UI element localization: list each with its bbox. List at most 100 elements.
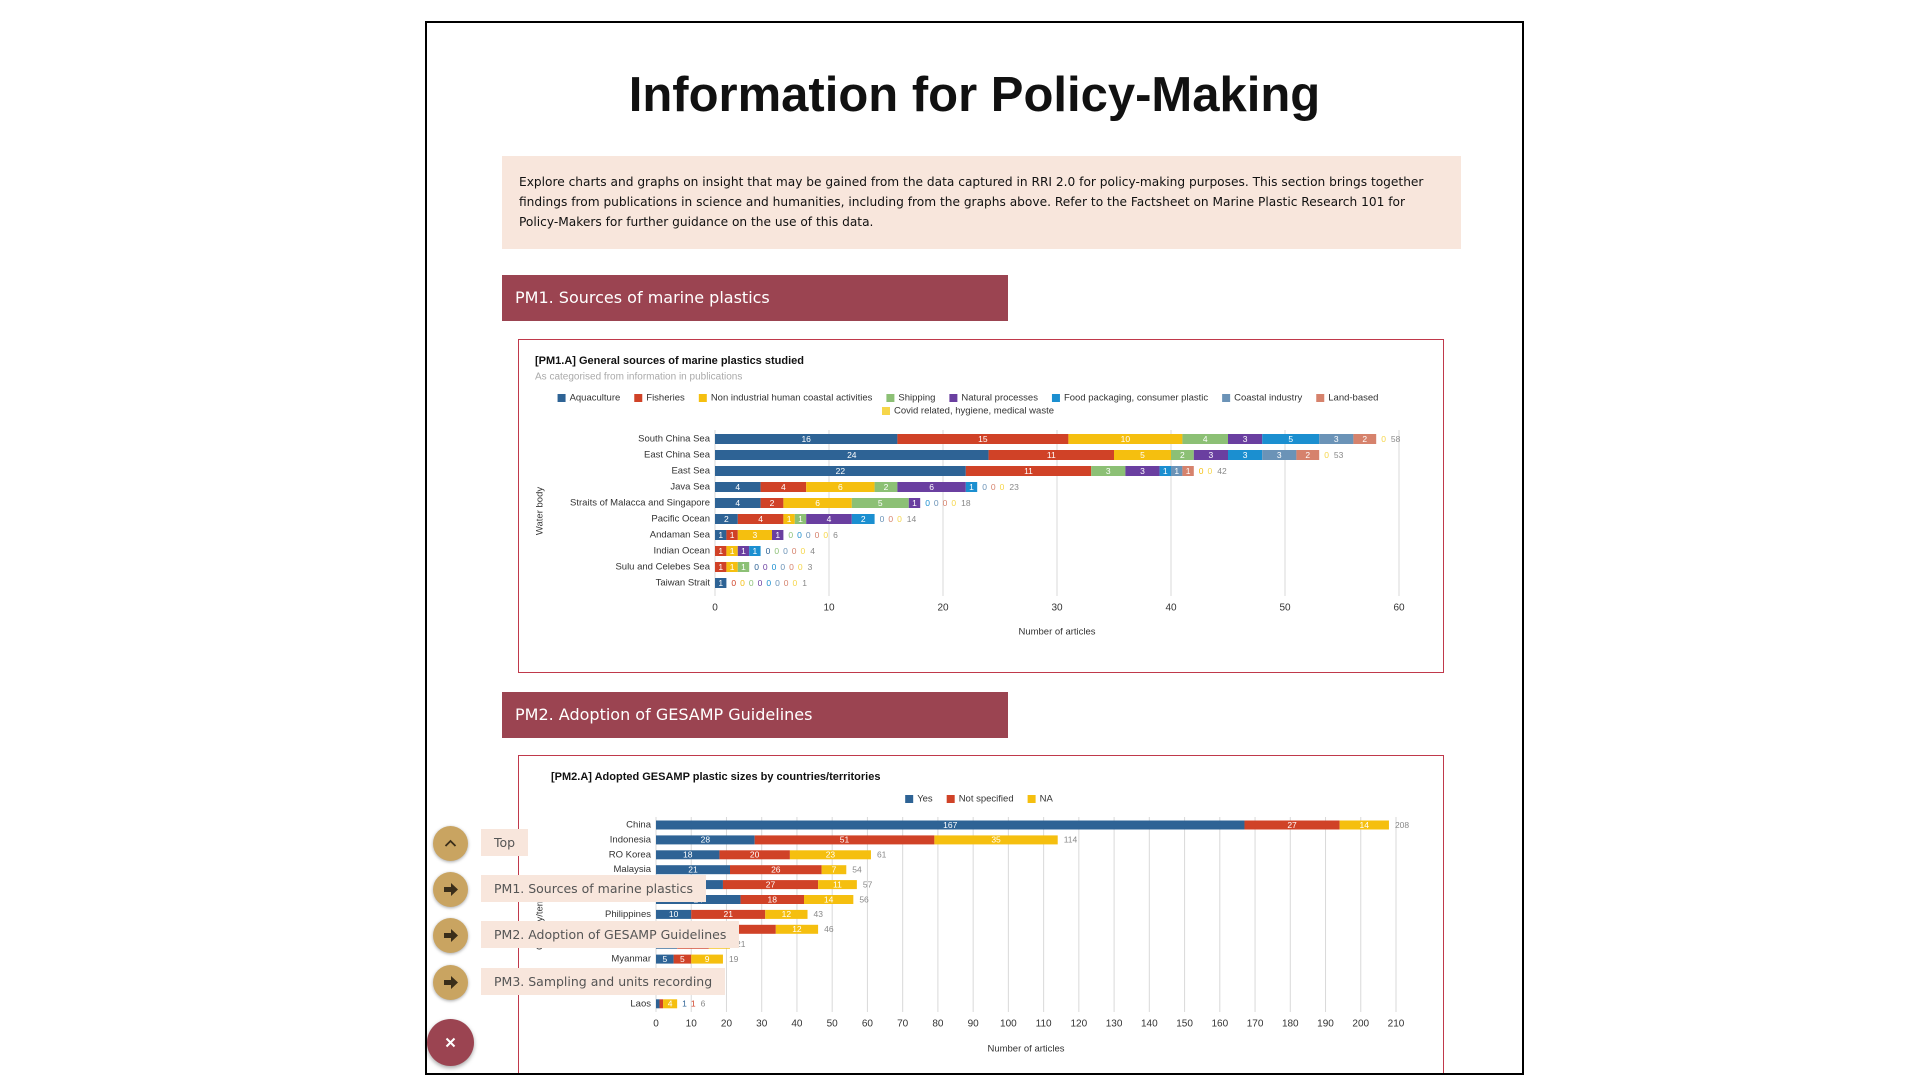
legend-item: Coastal industry [1222, 393, 1302, 404]
category-label: RO Korea [609, 849, 652, 860]
segment-label: 0 [991, 482, 996, 492]
bar-segment [1262, 450, 1297, 460]
bar-segment [726, 530, 738, 540]
segment-label: 14 [824, 894, 834, 904]
bar-segment [760, 482, 807, 492]
category-label: Taiwan Strait [656, 578, 711, 589]
segment-label: 1 [730, 546, 735, 556]
legend-swatch [698, 394, 707, 402]
segment-label: 51 [840, 835, 850, 845]
icon [444, 976, 458, 989]
bar-segment [775, 924, 819, 934]
nav-label[interactable]: PM3. Sampling and units recording [481, 968, 726, 995]
bar-segment [783, 498, 852, 508]
segment-label: 1 [691, 999, 696, 1009]
legend-item: Non industrial human coastal activities [698, 393, 873, 404]
segment-label: 21 [688, 864, 698, 874]
segment-label: 0 [815, 530, 820, 540]
x-tick-label: 140 [1141, 1019, 1158, 1030]
total-label: 54 [852, 864, 862, 874]
legend-label: Yes [917, 794, 933, 805]
bar-segment [1228, 434, 1263, 444]
segment-label: 0 [763, 562, 768, 572]
segment-label: 0 [801, 546, 806, 556]
chart-title: [PM1.A] General sources of marine plasti… [535, 355, 804, 367]
nav-top-button[interactable] [433, 826, 468, 861]
x-tick-label: 50 [827, 1019, 839, 1030]
segment-label: 0 [789, 562, 794, 572]
nav-button[interactable] [433, 872, 468, 907]
segment-label: 4 [758, 514, 763, 524]
total-label: 23 [1009, 482, 1019, 492]
segment-label: 2 [1362, 434, 1367, 444]
segment-label: 16 [801, 434, 811, 444]
segment-label: 11 [1047, 450, 1056, 460]
segment-label: 0 [731, 578, 736, 588]
bar-segment [656, 909, 692, 919]
bar-segment [691, 954, 723, 964]
total-label: 1 [802, 578, 807, 588]
icon [444, 883, 458, 896]
category-label: Indonesia [610, 834, 652, 845]
segment-label: 1 [718, 562, 723, 572]
segment-label: 0 [797, 530, 802, 540]
total-label: 114 [1064, 835, 1078, 845]
segment-label: 27 [1287, 820, 1297, 830]
x-tick-label: 150 [1176, 1019, 1193, 1030]
segment-label: 0 [888, 514, 893, 524]
segment-label: 0 [798, 562, 803, 572]
segment-label: 0 [823, 530, 828, 540]
x-tick-label: 50 [1279, 603, 1291, 614]
close-menu-button[interactable] [427, 1019, 474, 1066]
chart: [PM2.A] Adopted GESAMP plastic sizes by … [535, 771, 1410, 1055]
x-tick-label: 0 [653, 1019, 659, 1030]
bar-segment [715, 450, 989, 460]
nav-button[interactable] [433, 965, 468, 1000]
segment-label: 1 [753, 546, 758, 556]
x-tick-label: 180 [1282, 1019, 1299, 1030]
total-label: 57 [863, 879, 873, 889]
x-tick-label: 10 [823, 603, 835, 614]
segment-label: 1 [730, 530, 735, 540]
bar-segment [1353, 434, 1377, 444]
nav-label[interactable]: PM1. Sources of marine plastics [481, 875, 707, 902]
nav-button[interactable] [433, 918, 468, 953]
segment-label: 3 [1106, 466, 1111, 476]
bar-segment [1171, 466, 1183, 476]
legend-label: Aquaculture [570, 393, 621, 404]
chart-card: [PM1.A] General sources of marine plasti… [518, 339, 1444, 673]
segment-label: 18 [768, 894, 778, 904]
bar-segment [656, 820, 1245, 830]
nav-label[interactable]: PM2. Adoption of GESAMP Guidelines [481, 921, 740, 948]
bar-segment [965, 482, 978, 492]
segment-label: 1 [798, 514, 803, 524]
legend-item: Covid related, hygiene, medical waste [881, 406, 1054, 417]
segment-label: 1 [775, 530, 780, 540]
segment-label: 1 [682, 999, 687, 1009]
bar-segment [874, 482, 898, 492]
x-tick-label: 110 [1036, 1019, 1052, 1030]
bar-segment [851, 498, 909, 508]
segment-label: 24 [847, 450, 857, 460]
x-tick-label: 120 [1071, 1019, 1088, 1030]
nav-label[interactable]: Top [481, 829, 529, 856]
bar-segment [715, 482, 761, 492]
bar-segment [656, 999, 660, 1009]
segment-label: 11 [1024, 466, 1033, 476]
segment-label: 22 [836, 466, 846, 476]
segment-label: 0 [1324, 450, 1329, 460]
bar-segment [908, 498, 921, 508]
bar-segment [1262, 434, 1320, 444]
bar-segment [1296, 450, 1320, 460]
segment-label: 0 [806, 530, 811, 540]
segment-label: 20 [750, 850, 760, 860]
legend-item: Land-based [1316, 393, 1378, 404]
bar-segment [691, 909, 766, 919]
bar-segment [765, 909, 808, 919]
chart: [PM1.A] General sources of marine plasti… [535, 355, 1405, 638]
bar-segment [818, 880, 857, 890]
total-label: 42 [1217, 466, 1227, 476]
chart-card: [PM2.A] Adopted GESAMP plastic sizes by … [518, 755, 1444, 1073]
segment-label: 1 [730, 562, 735, 572]
segment-label: 35 [991, 835, 1001, 845]
